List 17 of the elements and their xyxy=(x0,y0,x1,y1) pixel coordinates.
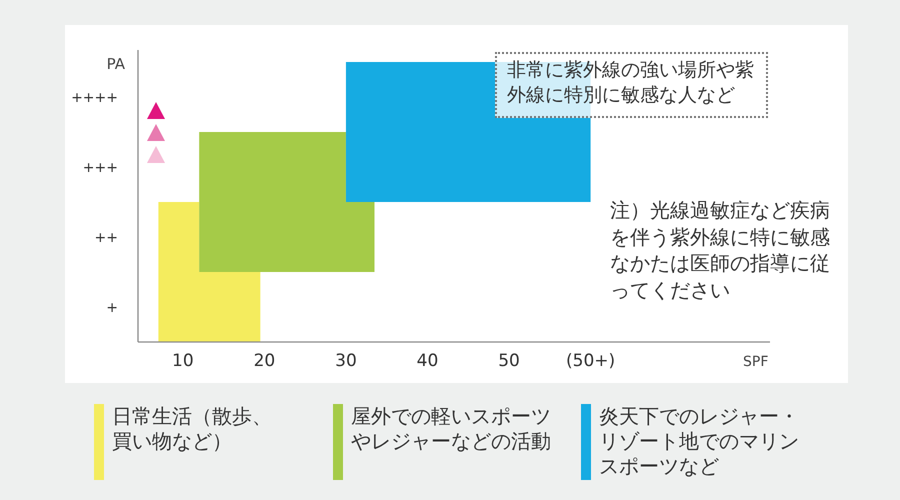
x-tick-label: 10 xyxy=(172,351,194,372)
y-tick-label: + xyxy=(106,300,118,316)
x-tick-label: 40 xyxy=(416,351,438,372)
y-tick-label: ++ xyxy=(94,230,118,246)
legend-label: 日常生活（散歩、買い物など） xyxy=(112,404,272,454)
y-tick-label: +++ xyxy=(82,160,118,176)
annotation: 非常に紫外線の強い場所や紫外線に特別に敏感な人など xyxy=(507,58,755,108)
x-axis-title: SPF xyxy=(743,354,768,370)
x-tick-label: 20 xyxy=(254,351,276,372)
x-tick-label: 30 xyxy=(335,351,357,372)
y-axis-title: PA xyxy=(106,55,125,73)
x-tick-label: 50 xyxy=(498,351,520,372)
annotation: 注）光線過敏症など疾病を伴う紫外線に特に敏感なかたは医師の指導に従ってください xyxy=(610,197,831,303)
legend-label: 炎天下でのレジャー・リゾート地でのマリンスポーツなど xyxy=(599,404,800,479)
y-tick-label: ++++ xyxy=(71,90,118,106)
legend-label: 屋外での軽いスポーツやレジャーなどの活動 xyxy=(351,404,552,454)
x-tick-label: (50+) xyxy=(566,351,616,372)
